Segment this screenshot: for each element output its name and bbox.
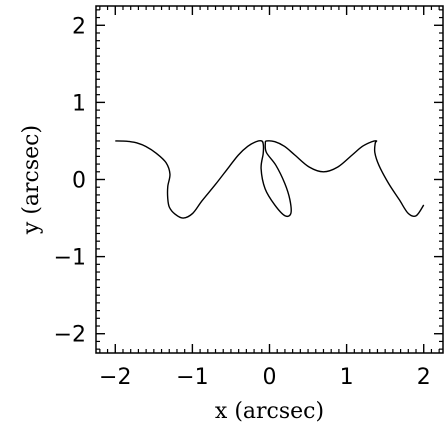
y-tick-label: 1 [72, 91, 86, 116]
x-tick-labels: −2 −1 0 1 2 [99, 365, 431, 390]
y-tick-label: 0 [72, 169, 86, 194]
y-axis-label: y (arcsec) [19, 125, 44, 235]
minor-ticks [96, 6, 443, 353]
x-tick-label: 1 [340, 365, 354, 390]
series-group [115, 140, 425, 219]
y-tick-labels: −2 −1 0 1 2 [54, 14, 86, 347]
major-ticks [96, 6, 443, 353]
x-tick-label: −2 [99, 365, 131, 390]
y-tick-label: −2 [54, 323, 86, 348]
y-tick-label: −1 [54, 246, 86, 271]
x-tick-label: 0 [263, 365, 277, 390]
plot-frame [95, 5, 444, 354]
x-tick-label: −1 [176, 365, 208, 390]
trajectory-line [115, 140, 425, 219]
x-tick-label: 2 [417, 365, 431, 390]
y-tick-label: 2 [72, 14, 86, 39]
x-axis-label: x (arcsec) [215, 399, 324, 424]
